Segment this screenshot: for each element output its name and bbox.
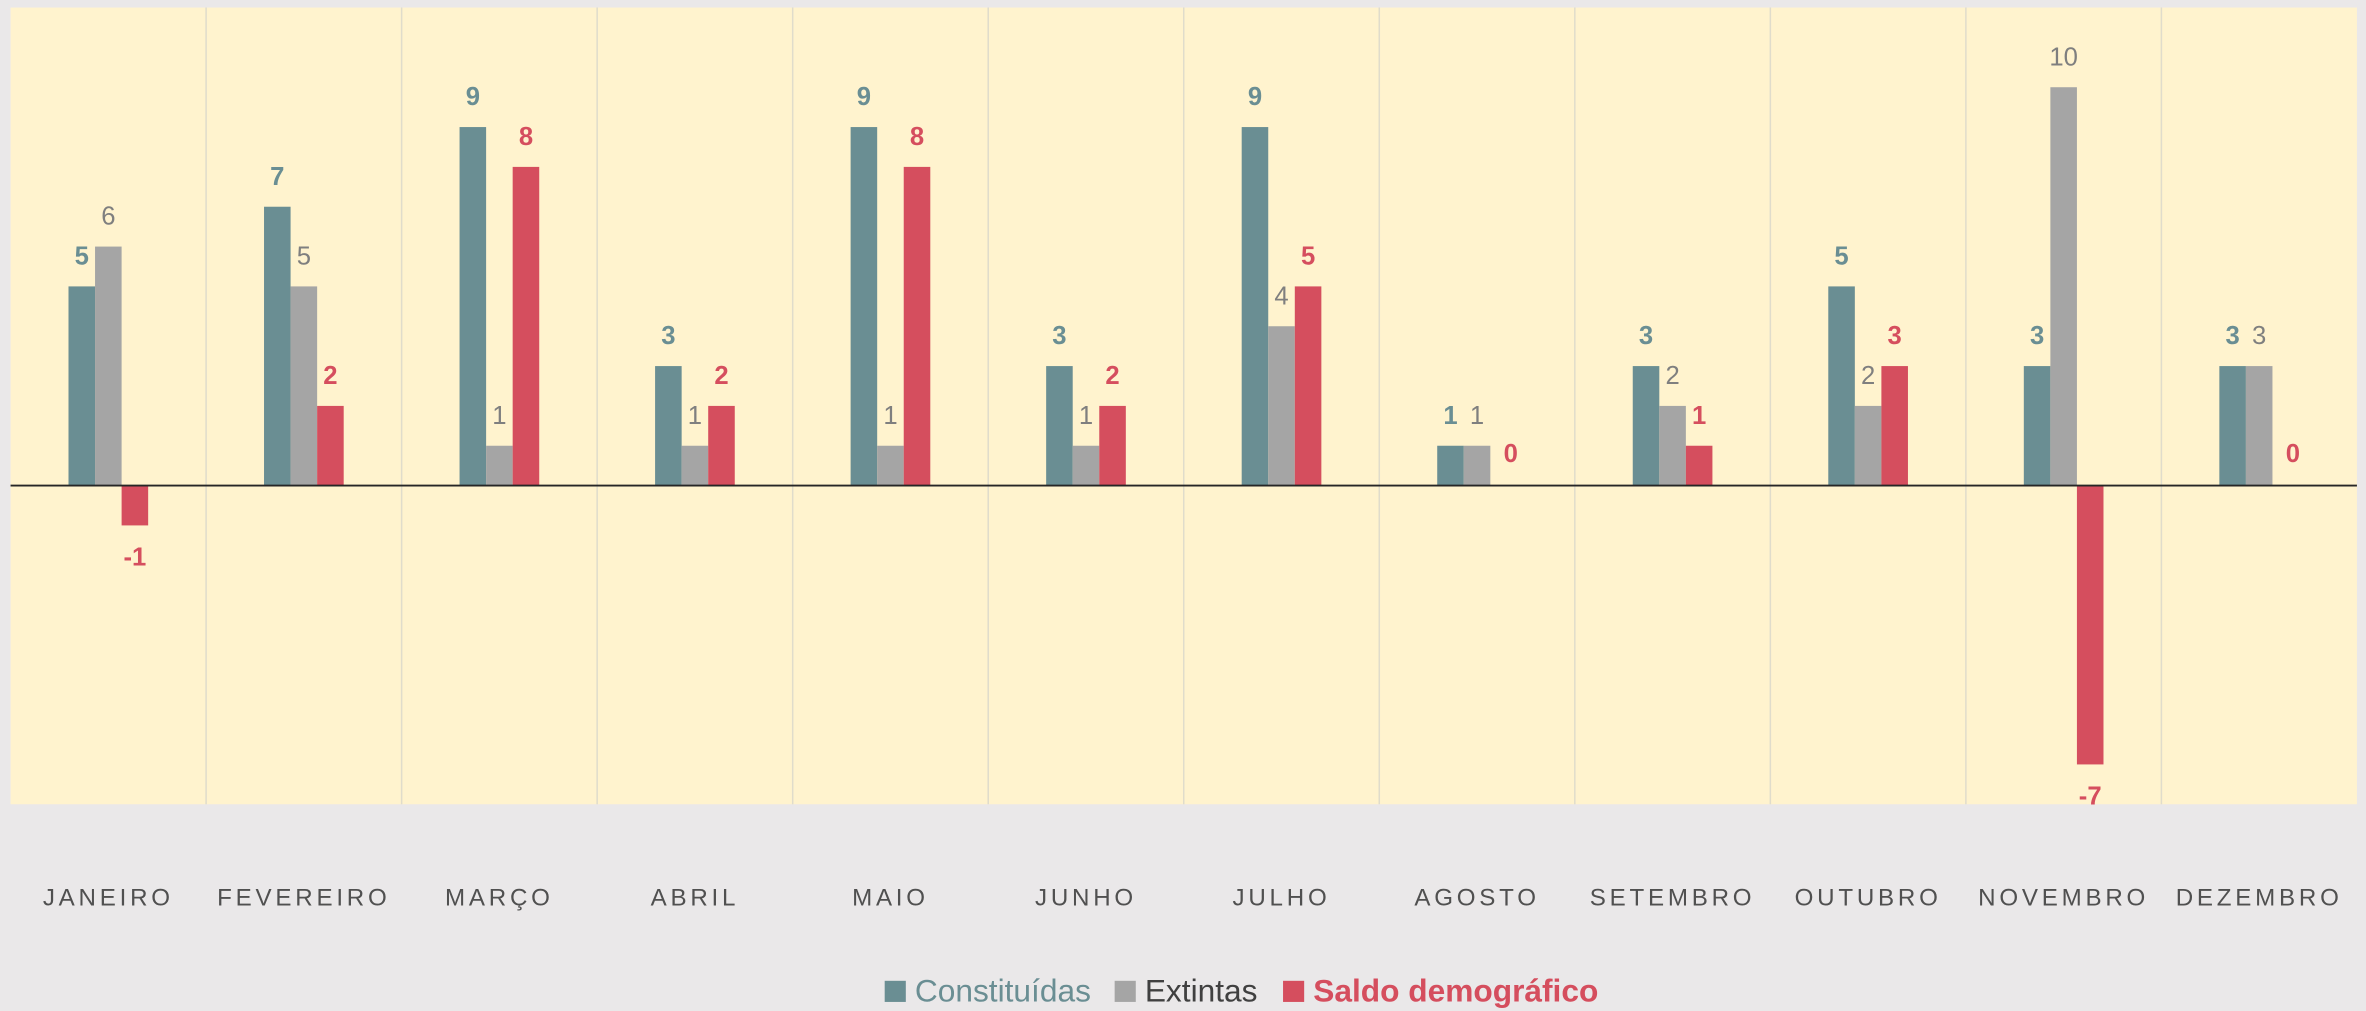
data-label: 1 [1079, 402, 1093, 430]
data-label: 2 [1861, 362, 1875, 390]
data-label: -7 [2079, 782, 2102, 810]
data-label: 1 [1443, 402, 1457, 430]
data-label: 5 [75, 243, 89, 271]
data-label: 7 [270, 163, 284, 191]
bar [1099, 405, 1126, 486]
legend-label: Extintas [1145, 972, 1258, 1008]
bar [1072, 445, 1100, 486]
bar [1854, 405, 1882, 486]
bar [850, 127, 878, 486]
data-label: 8 [519, 123, 533, 151]
bar [317, 405, 344, 486]
data-label: 9 [1248, 83, 1262, 111]
data-label: 5 [297, 243, 311, 271]
x-tick-label: JANEIRO [43, 885, 174, 912]
data-label: -1 [123, 543, 146, 571]
data-label: 3 [2225, 322, 2239, 350]
bar [681, 445, 709, 486]
bar [2245, 366, 2273, 486]
data-label: 1 [1692, 402, 1706, 430]
bar [1828, 286, 1855, 486]
legend-label: Constituídas [915, 972, 1091, 1008]
x-tick-label: MARÇO [445, 885, 554, 912]
data-label: 1 [492, 402, 506, 430]
data-label: 3 [2252, 322, 2266, 350]
data-label: 3 [661, 322, 675, 350]
bar [68, 286, 96, 486]
data-label: 8 [910, 123, 924, 151]
x-tick-label: FEVEREIRO [217, 885, 390, 912]
data-label: 10 [2049, 43, 2078, 71]
data-label: 1 [883, 402, 897, 430]
bar [459, 127, 487, 486]
data-label: 2 [323, 362, 337, 390]
bar [2219, 366, 2246, 486]
data-label: 2 [1665, 362, 1679, 390]
legend-swatch [884, 980, 906, 1002]
data-label: 0 [1504, 440, 1518, 468]
legend-swatch [1283, 980, 1305, 1002]
bar [486, 445, 513, 486]
x-tick-label: SETEMBRO [1590, 885, 1756, 912]
legend-swatch [1114, 980, 1136, 1002]
x-tick-label: AGOSTO [1414, 885, 1539, 912]
bar [1632, 366, 1660, 486]
data-label: 5 [1301, 243, 1315, 271]
bar [1437, 445, 1464, 486]
bar [1659, 405, 1686, 486]
data-label: 1 [688, 402, 702, 430]
legend-label: Saldo demográfico [1313, 972, 1598, 1008]
data-label: 4 [1274, 282, 1288, 310]
data-label: 9 [857, 83, 871, 111]
bar [1685, 445, 1713, 486]
bar [1241, 127, 1269, 486]
data-label: 0 [2286, 440, 2300, 468]
bar [903, 166, 931, 486]
data-label: 3 [1639, 322, 1653, 350]
bar [1046, 366, 1073, 486]
bar [2076, 485, 2104, 765]
data-label: 1 [1470, 402, 1484, 430]
bar [1294, 286, 1322, 486]
x-tick-label: OUTUBRO [1795, 885, 1942, 912]
bar [655, 366, 682, 486]
data-label: 9 [466, 83, 480, 111]
data-label: 5 [1834, 243, 1848, 271]
x-tick-label: JUNHO [1035, 885, 1137, 912]
x-tick-label: DEZEMBRO [2176, 885, 2343, 912]
bar [95, 246, 122, 486]
bar [290, 286, 318, 486]
data-label: 3 [1052, 322, 1066, 350]
bar [121, 485, 149, 526]
data-label: 2 [714, 362, 728, 390]
bar [2050, 87, 2077, 486]
data-label: 6 [101, 203, 115, 231]
data-label: 3 [2030, 322, 2044, 350]
bar [708, 405, 735, 486]
bar [1463, 445, 1491, 486]
bar [264, 206, 291, 486]
x-tick-label: JULHO [1233, 885, 1331, 912]
bar [2023, 366, 2051, 486]
data-label: 3 [1888, 322, 1902, 350]
x-tick-label: NOVEMBRO [1978, 885, 2149, 912]
x-tick-label: MAIO [852, 885, 929, 912]
x-tick-label: ABRIL [651, 885, 740, 912]
bar [1268, 326, 1295, 486]
data-label: 2 [1105, 362, 1119, 390]
bar [877, 445, 904, 486]
bar [1881, 366, 1908, 486]
bar [512, 166, 540, 486]
